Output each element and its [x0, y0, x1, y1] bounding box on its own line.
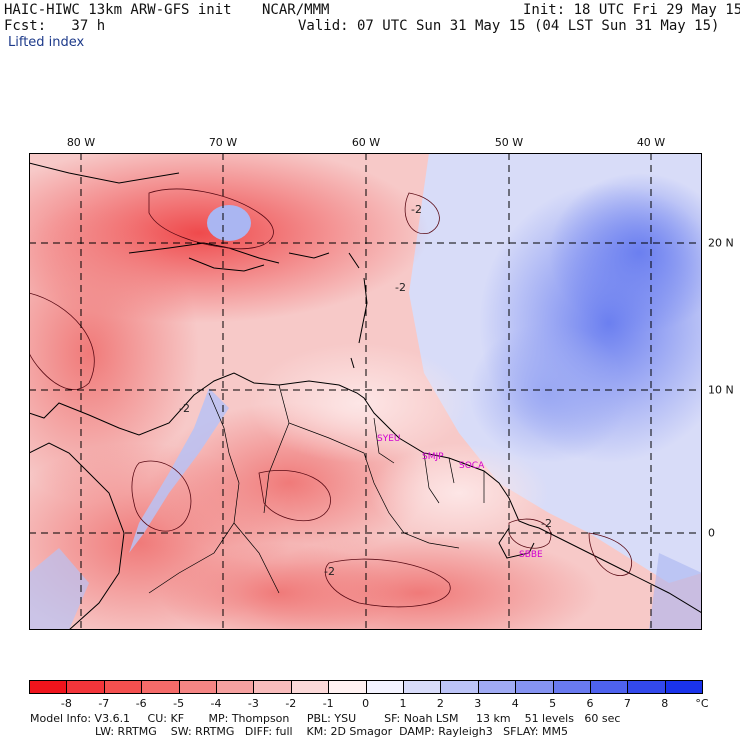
colorbar-swatch — [328, 680, 367, 694]
colorbar-swatch — [141, 680, 180, 694]
lat-label-10n: 10 N — [708, 383, 734, 397]
colorbar-swatch — [590, 680, 629, 694]
colorbar-unit: °C — [695, 697, 709, 710]
lon-label-70w: 70 W — [208, 136, 238, 149]
colorbar-tick-label: 0 — [362, 697, 370, 710]
contour-label: -2 — [324, 565, 335, 578]
colorbar-swatch — [477, 680, 517, 694]
lat-label-20n: 20 N — [708, 236, 734, 250]
lon-label-80w: 80 W — [66, 136, 96, 149]
model-info-line1: Model Info: V3.6.1 CU: KF MP: Thompson P… — [30, 712, 621, 725]
colorbar-tick-label: -6 — [135, 697, 147, 710]
lon-label-60w: 60 W — [351, 136, 381, 149]
contour-label: -2 — [179, 402, 190, 415]
colorbar-tick-label: 5 — [549, 697, 557, 710]
colorbar-swatch — [253, 680, 292, 694]
colorbar-swatch — [178, 680, 217, 694]
map-frame — [29, 153, 702, 630]
colorbar-swatch — [403, 680, 442, 694]
lat-label-0: 0 — [708, 526, 715, 540]
org-label: NCAR/MMM — [262, 2, 330, 18]
lifted-index-map: -2 -2 -2 -2 -2 SYEU SMJP SOCA SBBE — [29, 153, 702, 630]
contour-label: -2 — [541, 517, 552, 530]
valid-time: Valid: 07 UTC Sun 31 May 15 (04 LST Sun … — [298, 18, 720, 34]
colorbar-tick-label: -7 — [98, 697, 110, 710]
colorbar-swatch — [290, 680, 330, 694]
colorbar-swatch — [552, 680, 591, 694]
forecast-hour: Fcst: 37 h — [4, 18, 106, 34]
contour-label: -2 — [411, 203, 422, 216]
field-name: Lifted index — [8, 35, 85, 50]
colorbar-swatch — [216, 680, 255, 694]
model-title: HAIC-HIWC 13km ARW-GFS init — [4, 2, 232, 18]
colorbar-tick-label: 6 — [586, 697, 594, 710]
colorbar-tick-label: -3 — [247, 697, 259, 710]
colorbar-swatch — [29, 680, 68, 694]
colorbar-tick-label: 3 — [474, 697, 482, 710]
colorbar-tick-label: 2 — [436, 697, 444, 710]
colorbar-tick-label: -4 — [210, 697, 222, 710]
coastlines — [29, 162, 702, 630]
station-syeu: SYEU — [377, 434, 400, 444]
colorbar-tick-label: -8 — [60, 697, 72, 710]
colorbar-swatch — [627, 680, 666, 694]
colorbar-tick-label: 4 — [511, 697, 519, 710]
colorbar-tick-label: -2 — [285, 697, 297, 710]
positive-patch-colombia — [129, 388, 229, 553]
colorbar-swatch — [103, 680, 143, 694]
colorbar-swatch — [664, 680, 704, 694]
station-smjp: SMJP — [422, 452, 444, 462]
colorbar-swatch — [440, 680, 479, 694]
station-soca: SOCA — [459, 461, 485, 471]
graticule — [29, 153, 702, 630]
colorbar-tick-label: 7 — [623, 697, 631, 710]
lon-label-40w: 40 W — [636, 136, 666, 149]
colorbar-tick-label: 1 — [399, 697, 407, 710]
colorbar-tick-label: 8 — [661, 697, 669, 710]
colorbar-swatch — [66, 680, 105, 694]
init-time: Init: 18 UTC Fri 29 May 15 — [523, 2, 740, 18]
colorbar-swatch — [515, 680, 554, 694]
lon-label-50w: 50 W — [494, 136, 524, 149]
contour-minus2 — [29, 188, 632, 608]
contour-label: -2 — [395, 281, 406, 294]
model-info-line2: LW: RRTMG SW: RRTMG DIFF: full KM: 2D Sm… — [95, 725, 568, 738]
station-sbbe: SBBE — [519, 550, 543, 560]
colorbar-tick-label: -5 — [173, 697, 185, 710]
colorbar-tick-label: -1 — [322, 697, 334, 710]
colorbar-swatch — [365, 680, 404, 694]
country-borders — [148, 384, 485, 594]
